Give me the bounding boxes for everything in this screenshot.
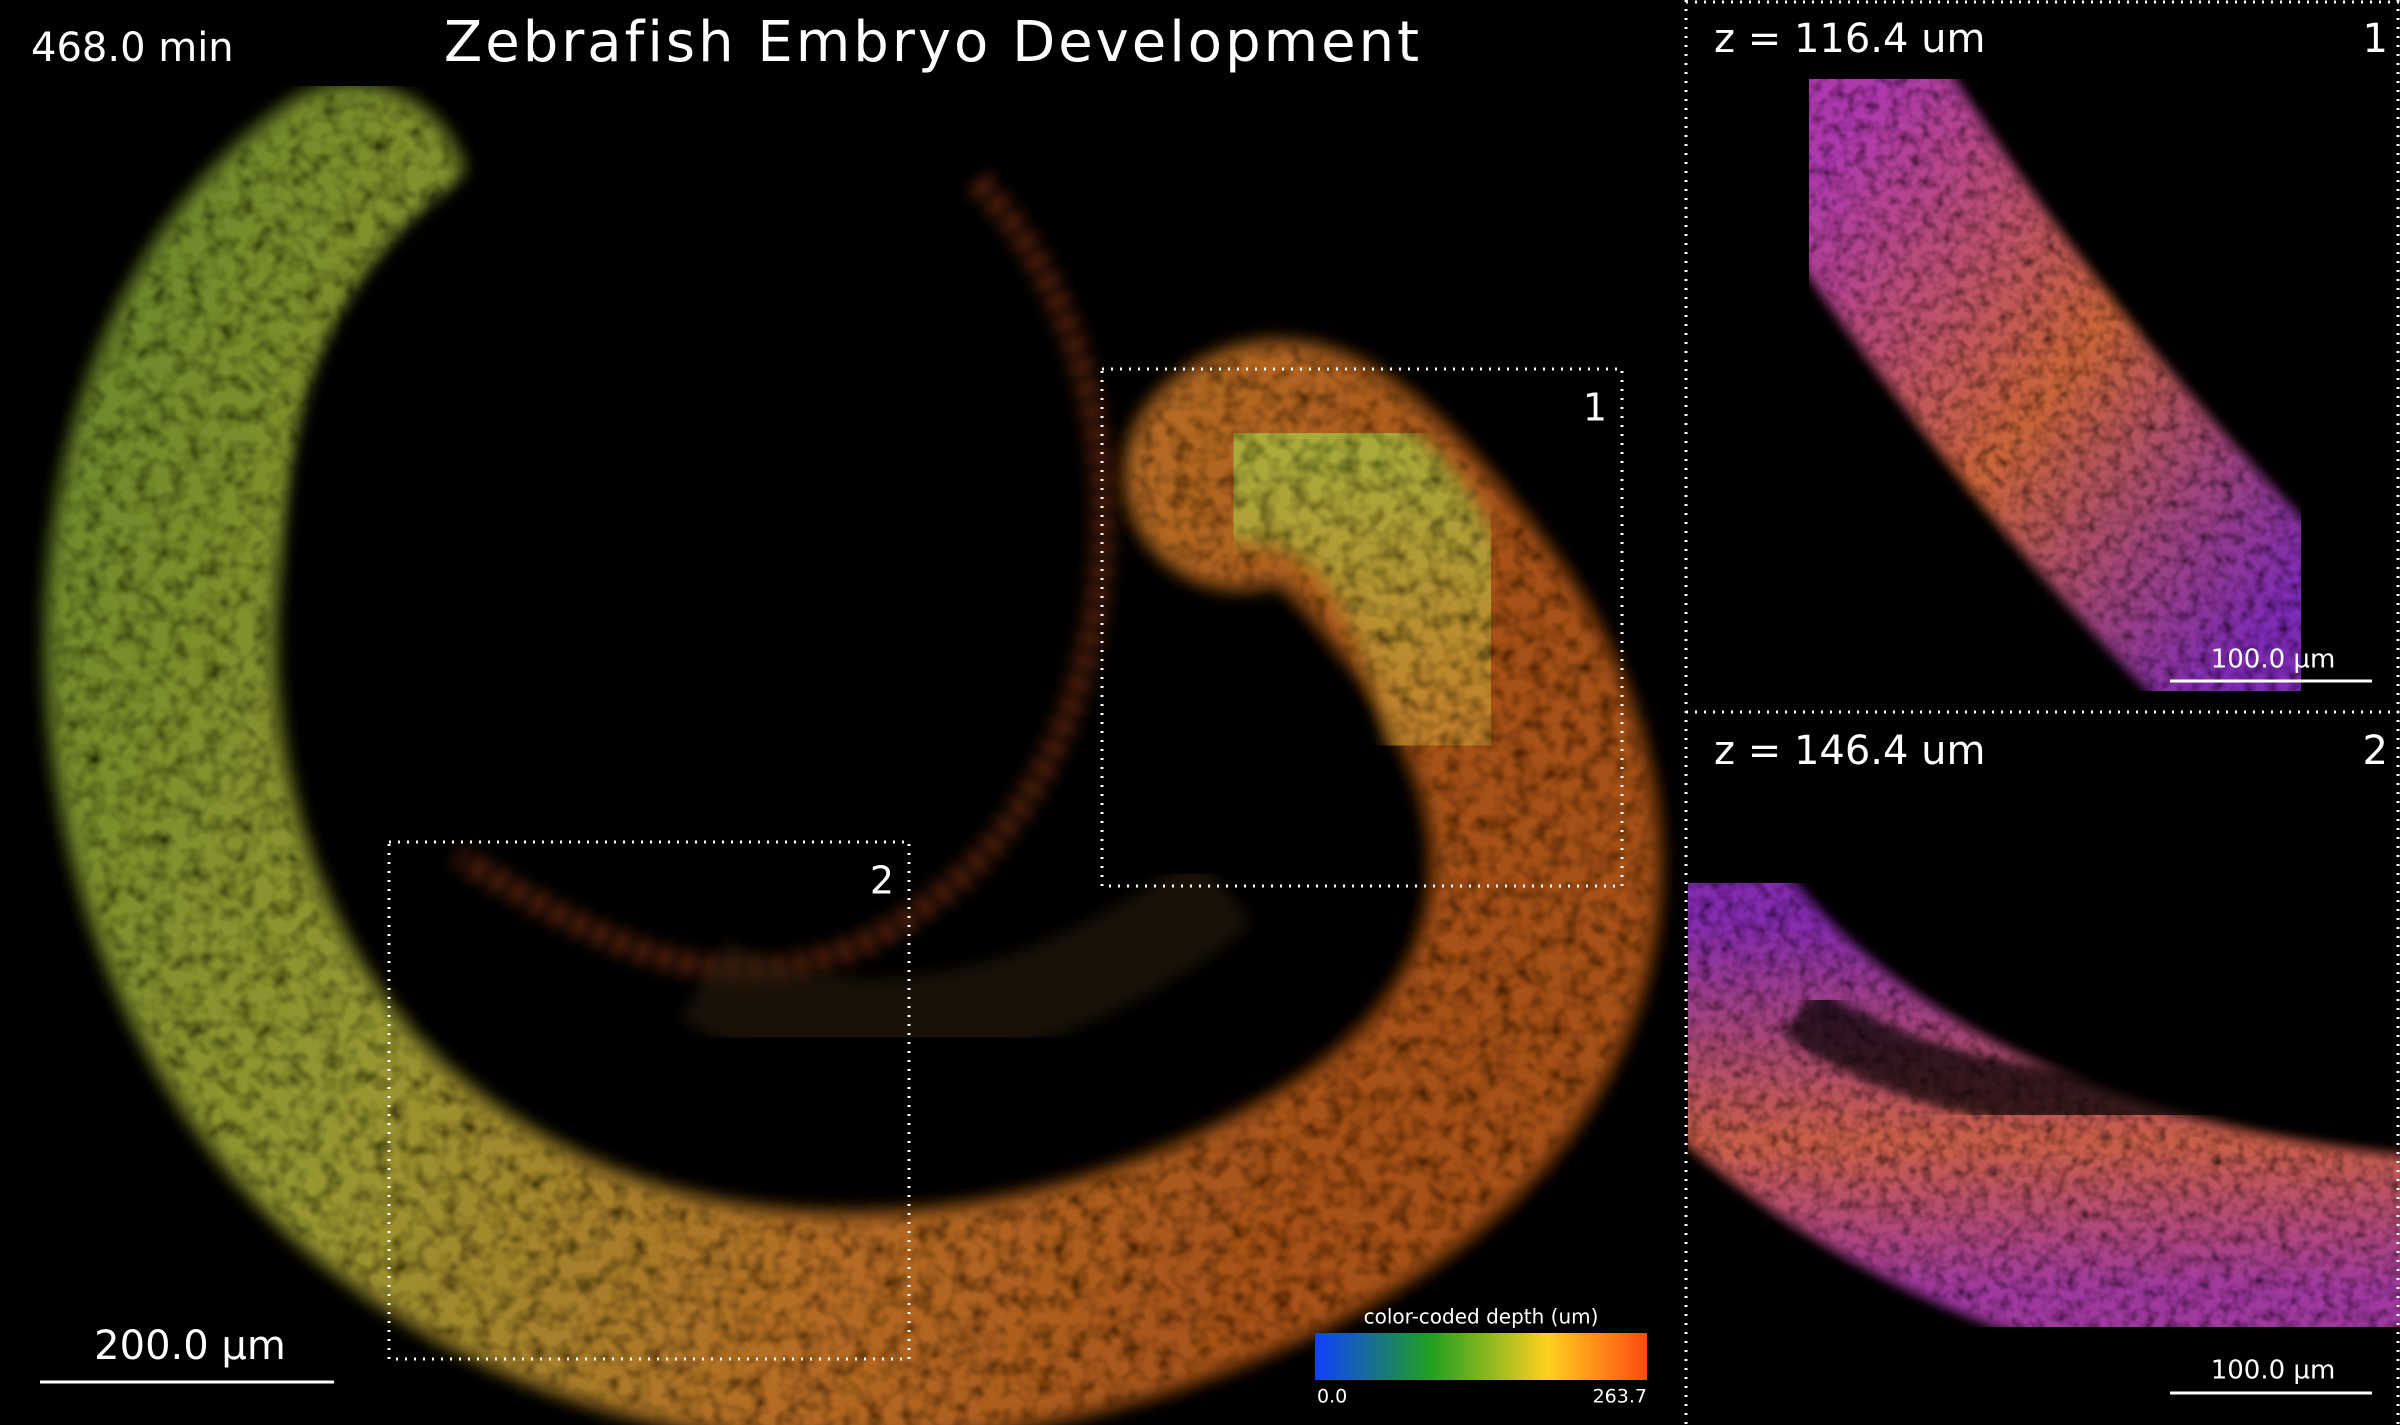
embryo-image [45, 84, 1661, 1425]
colorbar-min: 0.0 [1317, 1386, 1347, 1408]
inset-2-image [1688, 793, 2400, 1417]
colorbar [1315, 1333, 1647, 1380]
scale-label: 100.0 µm [2211, 1356, 2336, 1386]
time-label: 468.0 min [31, 25, 234, 71]
inset-1-image [1735, 15, 2375, 710]
colorbar-label: color-coded depth (um) [1364, 1305, 1599, 1329]
region-label: 1 [1583, 386, 1607, 430]
scale-label: 200.0 µm [94, 1323, 286, 1369]
inset-label: 2 [2363, 728, 2388, 774]
region-box [387, 840, 911, 1361]
inset-label: 1 [2363, 16, 2388, 62]
title: Zebrafish Embryo Development [444, 10, 1422, 75]
colorbar-max: 263.7 [1593, 1386, 1647, 1408]
scale-label: 100.0 µm [2211, 645, 2336, 675]
inset-z: z = 116.4 um [1714, 16, 1985, 62]
region-box [1100, 367, 1624, 888]
region-label: 2 [870, 859, 894, 903]
inset-z: z = 146.4 um [1714, 728, 1985, 774]
